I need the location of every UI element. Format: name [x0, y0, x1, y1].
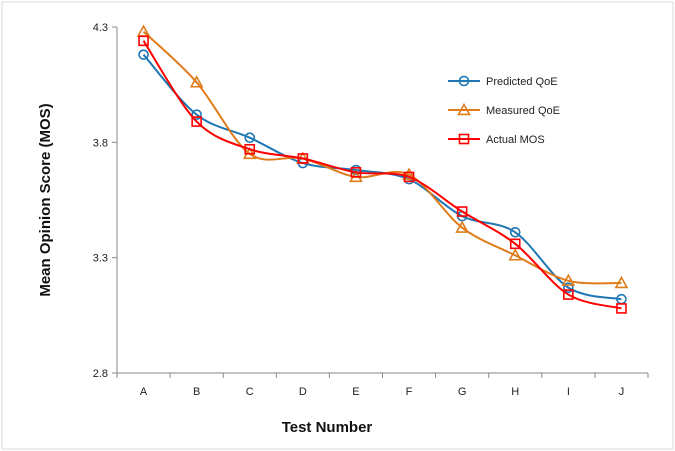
x-tick-label: I — [567, 386, 570, 398]
y-tick-label: 2.8 — [93, 368, 108, 380]
x-tick-label: J — [619, 386, 625, 398]
series-layer — [136, 24, 629, 314]
data-point — [191, 109, 202, 120]
legend-marker — [457, 102, 471, 116]
x-tick-label: A — [140, 386, 148, 398]
y-tick-label: 4.3 — [93, 22, 108, 34]
data-point — [508, 248, 523, 261]
y-tick-label: 3.3 — [93, 253, 108, 265]
data-point — [297, 153, 309, 164]
data-point — [616, 303, 627, 314]
data-point — [403, 171, 415, 183]
data-point — [456, 206, 468, 217]
x-tick-label: F — [406, 386, 413, 398]
data-point — [563, 282, 574, 293]
x-tick-label: H — [511, 386, 519, 398]
series-actual-mos — [138, 35, 627, 314]
data-point — [189, 75, 204, 88]
data-point — [455, 220, 470, 233]
legend-entry: Measured QoE — [448, 102, 560, 117]
x-tick-label: E — [352, 386, 359, 398]
data-point — [350, 167, 362, 178]
legend-marker — [458, 133, 470, 145]
legend-entry: Actual MOS — [448, 133, 545, 146]
x-tick-label: C — [246, 386, 254, 398]
legend-label: Actual MOS — [486, 134, 545, 146]
series-line — [142, 40, 622, 310]
legend-label: Predicted QoE — [486, 76, 558, 88]
data-point — [614, 275, 629, 289]
data-point — [191, 116, 202, 127]
legend-marker — [458, 75, 470, 87]
data-point — [509, 238, 521, 250]
x-tick-label: G — [458, 386, 467, 398]
data-point — [509, 226, 521, 238]
data-point — [138, 49, 149, 60]
series-line — [142, 30, 622, 285]
data-point — [402, 167, 416, 180]
data-point — [561, 273, 576, 286]
axes: 2.8 3.3 3.8 4.3 A B C D E F G H I J — [93, 22, 649, 398]
y-axis-title: Mean Opinion Score (MOS) — [37, 103, 54, 296]
legend: Predicted QoE Measured QoE Actual MOS — [448, 75, 560, 146]
data-point — [244, 132, 256, 144]
y-tick-label: 3.8 — [93, 137, 108, 149]
data-point — [244, 143, 256, 155]
x-tick-label: D — [299, 386, 307, 398]
data-point — [138, 35, 149, 47]
x-axis-title: Test Number — [282, 419, 373, 436]
data-point — [563, 289, 574, 300]
legend-label: Measured QoE — [486, 105, 560, 117]
legend-entry: Predicted QoE — [448, 75, 558, 88]
x-tick-label: B — [193, 386, 200, 398]
